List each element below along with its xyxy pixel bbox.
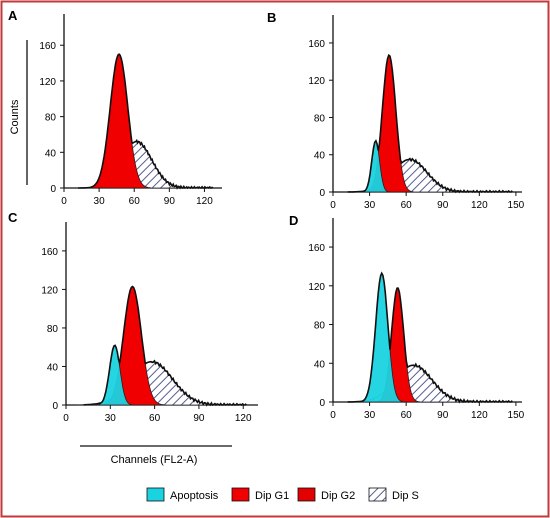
- panel-a-letter: A: [8, 8, 18, 23]
- panel-d-ytick-label-40: 40: [314, 359, 326, 370]
- panel-c-xtick-label-90: 90: [193, 413, 205, 424]
- panel-c-letter: C: [8, 210, 18, 225]
- panel-a: A Counts 0 30 60 90 120 0 40 80 120 160: [8, 8, 222, 207]
- panel-d-xtick-label-60: 60: [401, 410, 413, 421]
- panel-b: B 0 30 60 90 120 150 0 40 80 120 160: [267, 10, 525, 211]
- panel-b-ytick-label-0: 0: [319, 188, 325, 199]
- legend-swatch-apoptosis: [146, 487, 165, 502]
- panel-b-ytick-label-120: 120: [308, 76, 325, 87]
- panel-c-xtick-label-0: 0: [63, 413, 69, 424]
- panel-b-ytick-label-80: 80: [314, 113, 326, 124]
- panel-c-ytick-label-40: 40: [47, 362, 59, 373]
- panel-a-xtick-label-60: 60: [129, 196, 141, 207]
- panel-d-ytick-label-80: 80: [314, 321, 326, 332]
- panel-c: C Channels (FL2-A) 0 30 60 90 120 0 40 80 120 160: [8, 210, 258, 466]
- panel-b-xtick-label-120: 120: [471, 200, 488, 211]
- panel-d-ytick-label-120: 120: [308, 282, 325, 293]
- panel-a-xtick-label-90: 90: [164, 196, 176, 207]
- legend-swatch-dip-g1: [231, 487, 250, 502]
- panel-a-xtick-label-0: 0: [61, 196, 67, 207]
- panel-c-xlabel: Channels (FL2-A): [111, 454, 198, 466]
- panel-a-xtick-label-120: 120: [196, 196, 213, 207]
- panel-d-histogram-outline: [347, 271, 513, 404]
- panel-d-xtick-label-120: 120: [471, 410, 488, 421]
- panel-b-xtick-label-30: 30: [364, 200, 376, 211]
- panel-c-ytick-label-0: 0: [52, 401, 58, 412]
- panel-d-xtick-label-150: 150: [508, 410, 525, 421]
- legend-label-dip-g1: Dip G1: [255, 490, 289, 502]
- panel-d: D 0 30 60 90 120 150 0 40 80 120 160: [289, 213, 525, 421]
- panel-c-ytick-label-80: 80: [47, 324, 59, 335]
- panel-d-xtick-label-30: 30: [364, 410, 376, 421]
- legend-label-dip-g2: Dip G2: [321, 490, 355, 502]
- panel-b-ytick-label-160: 160: [308, 39, 325, 50]
- panel-a-ytick-label-80: 80: [45, 113, 57, 124]
- panel-b-xtick-label-90: 90: [437, 200, 449, 211]
- panel-a-xtick-label-30: 30: [94, 196, 106, 207]
- panel-c-ytick-label-160: 160: [41, 247, 58, 258]
- legend-swatch-dip-g2: [297, 487, 316, 502]
- panel-a-ylabel: Counts: [9, 99, 21, 134]
- panel-d-ytick-label-160: 160: [308, 243, 325, 254]
- panel-d-ytick-label-0: 0: [319, 398, 325, 409]
- panel-c-ytick-label-120: 120: [41, 285, 58, 296]
- legend-label-apoptosis: Apoptosis: [170, 490, 219, 502]
- panel-b-histogram-outline: [347, 53, 513, 194]
- panel-a-ytick-label-0: 0: [50, 184, 56, 195]
- panel-a-ytick-label-160: 160: [39, 41, 56, 52]
- panel-a-ytick-label-40: 40: [45, 148, 57, 159]
- legend-swatch-dip-s: [368, 487, 387, 502]
- panel-d-xtick-label-0: 0: [330, 410, 336, 421]
- panel-b-xtick-label-60: 60: [401, 200, 413, 211]
- panel-c-histogram-outline: [83, 285, 247, 407]
- legend: Apoptosis Dip G1 Dip G2 Dip S: [146, 487, 419, 502]
- panel-b-ytick-label-40: 40: [314, 151, 326, 162]
- panel-c-xtick-label-30: 30: [105, 413, 117, 424]
- panel-a-histogram-outline: [78, 53, 214, 190]
- panel-d-xtick-label-90: 90: [437, 410, 449, 421]
- legend-label-dip-s: Dip S: [392, 490, 419, 502]
- panel-b-xtick-label-150: 150: [508, 200, 525, 211]
- panel-b-xtick-label-0: 0: [330, 200, 336, 211]
- panel-d-letter: D: [289, 213, 298, 228]
- panel-b-letter: B: [267, 10, 276, 25]
- panel-c-xtick-label-60: 60: [149, 413, 161, 424]
- panel-c-xtick-label-120: 120: [235, 413, 252, 424]
- panel-a-ytick-label-120: 120: [39, 77, 56, 88]
